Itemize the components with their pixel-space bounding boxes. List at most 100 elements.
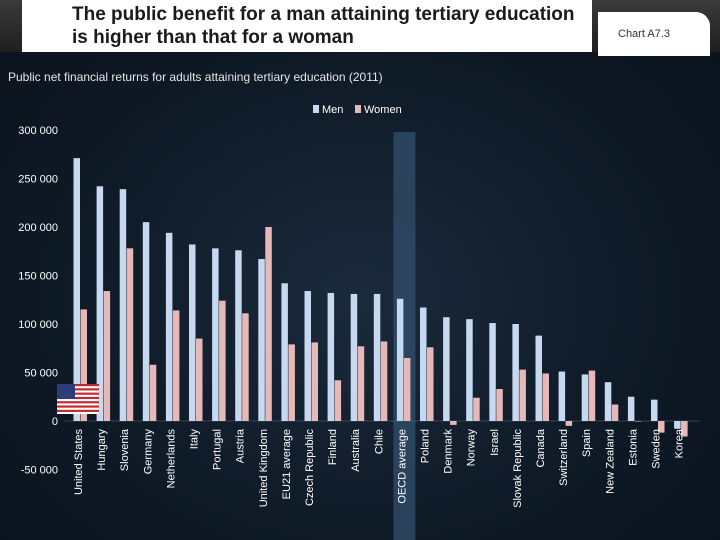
y-tick-label: 200 000: [18, 222, 58, 234]
bar-men: [396, 298, 404, 421]
bar-men: [327, 292, 335, 421]
legend-label-men: Men: [322, 104, 343, 116]
bar-men: [489, 323, 496, 421]
bar-men: [73, 158, 80, 421]
bar-men: [581, 374, 589, 421]
bar-men: [119, 189, 127, 421]
bar-men: [235, 250, 242, 421]
bar-women: [427, 347, 434, 421]
bar-men: [420, 307, 427, 421]
bar-men: [535, 335, 542, 421]
bar-women: [542, 373, 549, 421]
bar-women: [219, 300, 226, 421]
legend-swatch-men: [313, 105, 319, 113]
bar-men: [165, 232, 173, 421]
bar-women: [265, 227, 272, 421]
highlight-band: [393, 132, 416, 540]
bar-men: [350, 293, 358, 421]
bar-men: [373, 293, 381, 421]
category-label: Israel: [489, 429, 501, 456]
bar-women: [380, 341, 388, 421]
category-label: Denmark: [443, 429, 455, 474]
category-label: Canada: [535, 428, 547, 467]
category-label: Hungary: [96, 429, 108, 471]
category-label: Slovak Republic: [512, 429, 524, 508]
bar-women: [334, 380, 342, 421]
y-tick-label: 100 000: [18, 319, 58, 331]
category-label: Estonia: [627, 428, 639, 466]
chart-id-tab: Chart A7.3: [598, 12, 710, 56]
bar-men: [443, 317, 450, 421]
category-label: Finland: [327, 429, 339, 465]
category-label: Germany: [142, 429, 154, 475]
legend-label-women: Women: [364, 104, 402, 116]
legend-swatch-women: [355, 105, 361, 113]
bar-men: [674, 421, 681, 429]
category-label: United Kingdom: [258, 429, 270, 507]
bar-men: [142, 222, 150, 421]
bar-women: [196, 338, 203, 421]
y-tick-label: 0: [52, 416, 58, 428]
bar-women: [80, 309, 87, 421]
bar-men: [304, 291, 311, 421]
y-tick-label: 150 000: [18, 271, 58, 283]
bar-women: [473, 397, 480, 421]
chart-id-label: Chart A7.3: [618, 28, 670, 40]
category-label: Netherlands: [165, 429, 177, 489]
category-label: United States: [73, 429, 85, 496]
title-box: The public benefit for a man attaining t…: [22, 0, 592, 52]
y-tick-label: 250 000: [18, 174, 58, 186]
category-label: Slovenia: [119, 428, 131, 471]
bar-men: [212, 248, 219, 421]
y-tick-label: 300 000: [18, 125, 58, 137]
bar-men: [627, 396, 635, 421]
bar-women: [634, 421, 642, 422]
bar-women: [403, 357, 411, 421]
category-label: Switzerland: [558, 429, 570, 486]
bar-men: [258, 259, 265, 421]
page-title: The public benefit for a man attaining t…: [72, 4, 575, 48]
bar-men: [604, 382, 612, 421]
category-label: Sweden: [651, 429, 663, 469]
category-label: Norway: [466, 429, 478, 467]
us-flag-icon: [57, 384, 99, 414]
category-label: Spain: [581, 429, 593, 457]
bar-men: [281, 283, 288, 421]
bar-men: [96, 186, 104, 421]
bar-women: [103, 291, 111, 421]
bar-women: [149, 364, 157, 421]
category-label: Portugal: [212, 429, 224, 470]
bar-women: [450, 421, 457, 425]
bar-women: [588, 370, 596, 421]
category-label: OECD average: [396, 429, 408, 504]
bar-women: [611, 404, 619, 421]
category-label: Czech Republic: [304, 429, 316, 507]
category-label: Australia: [350, 428, 362, 472]
bar-men: [512, 324, 519, 421]
bar-women: [242, 313, 249, 421]
bar-men: [558, 371, 566, 421]
bar-women: [126, 248, 134, 421]
category-label: Poland: [420, 429, 432, 463]
bar-women: [311, 342, 318, 421]
y-tick-label: 50 000: [24, 368, 58, 380]
y-tick-label: -50 000: [21, 465, 58, 477]
bar-women: [288, 344, 295, 421]
category-label: Austria: [235, 428, 247, 463]
bar-men: [189, 244, 196, 421]
category-label: Chile: [373, 429, 385, 454]
chart-subtitle: Public net financial returns for adults …: [8, 70, 383, 84]
bar-women: [172, 310, 180, 421]
category-label: EU21 average: [281, 429, 293, 499]
bar-women: [681, 421, 688, 437]
category-label: Italy: [189, 429, 201, 450]
category-label: New Zealand: [604, 429, 616, 494]
bar-women: [496, 388, 503, 421]
category-label: Korea: [674, 428, 686, 458]
bar-men: [651, 399, 658, 421]
bar-women: [357, 346, 365, 421]
bar-women: [658, 421, 665, 433]
bar-women: [565, 421, 573, 426]
bar-men: [466, 319, 473, 421]
